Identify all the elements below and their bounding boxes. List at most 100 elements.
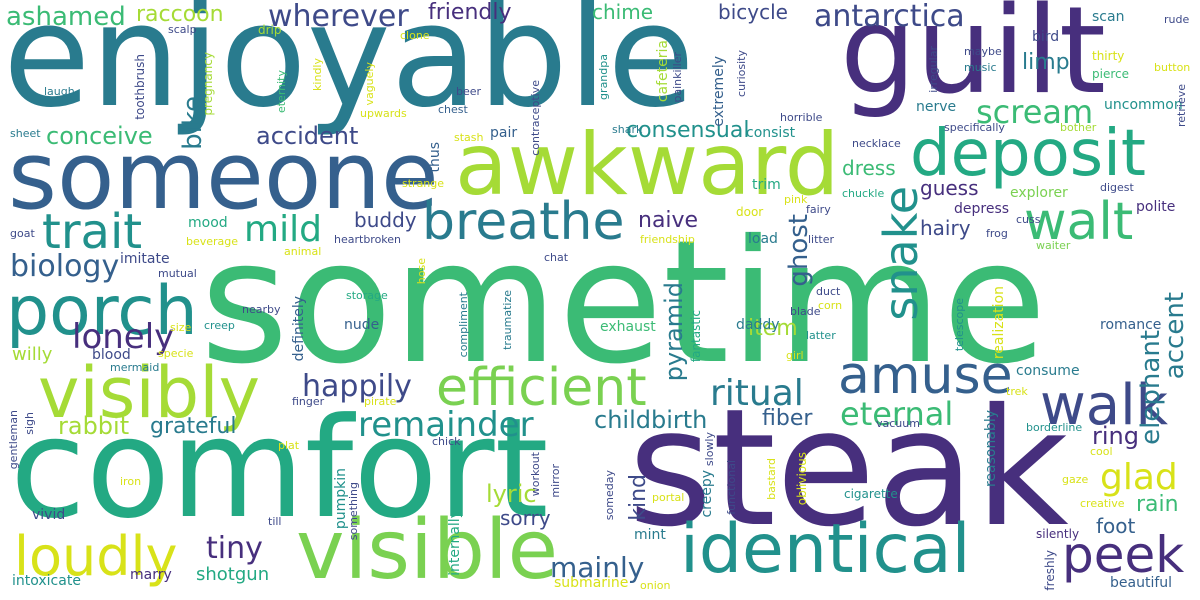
word-stash: stash <box>454 131 484 144</box>
word-polite: polite <box>1136 199 1176 215</box>
word-kindly: kindly <box>311 58 324 91</box>
word-explorer: explorer <box>1010 185 1068 201</box>
word-naive: naive <box>638 208 699 233</box>
word-storage: storage <box>346 289 388 302</box>
word-oblivious: oblivious <box>795 452 809 506</box>
word-goat: goat <box>10 227 35 240</box>
word-duct: duct <box>816 285 841 298</box>
word-size: size <box>170 321 192 334</box>
word-willy: willy <box>12 344 53 365</box>
word-waiter: waiter <box>1036 239 1071 252</box>
word-chick: chick <box>432 435 461 448</box>
word-eternal: eternal <box>840 395 954 433</box>
word-frog: frog <box>986 227 1008 240</box>
word-ritual: ritual <box>710 373 804 414</box>
word-realization: realization <box>991 286 1007 360</box>
word-workout: workout <box>529 452 542 497</box>
word-someday: someday <box>603 470 616 521</box>
word-uncommon: uncommon <box>1104 97 1183 113</box>
word-gentleman: gentleman <box>7 410 20 470</box>
word-chest: chest <box>438 103 468 116</box>
word-walt: walt <box>1024 192 1134 252</box>
word-grandpa: grandpa <box>597 54 610 100</box>
word-pregnancy: pregnancy <box>201 52 215 116</box>
word-rabbit: rabbit <box>58 412 130 440</box>
word-trait: trait <box>42 204 143 260</box>
word-horrible: horrible <box>780 111 823 124</box>
word-biology: biology <box>10 249 120 284</box>
word-lyric: lyric <box>486 480 537 508</box>
word-consist: consist <box>746 125 796 141</box>
word-shotgun: shotgun <box>196 564 270 585</box>
word-retrieve: retrieve <box>1175 84 1188 127</box>
word-beverage: beverage <box>186 235 239 248</box>
word-button: button <box>1154 61 1191 74</box>
word-ghost: ghost <box>784 214 814 287</box>
word-enjoyable: enjoyable <box>3 0 695 139</box>
word-loudly: loudly <box>14 525 178 588</box>
word-tiny: tiny <box>206 531 263 566</box>
word-blade: blade <box>790 305 821 318</box>
word-mermaid: mermaid <box>110 361 160 374</box>
word-sigh: sigh <box>23 412 36 435</box>
word-pink: pink <box>784 193 808 206</box>
word-beer: beer <box>456 85 482 98</box>
word-guilt: guilt <box>840 0 1106 121</box>
word-mirror: mirror <box>549 464 562 498</box>
word-strange: strange <box>402 177 445 190</box>
word-ring: ring <box>1092 422 1139 450</box>
word-fiber: fiber <box>762 406 813 431</box>
word-specie: specie <box>158 347 194 360</box>
word-bicycle: bicycle <box>718 0 788 24</box>
word-efficient: efficient <box>436 358 647 418</box>
word-irregular: irregular <box>927 46 940 93</box>
word-extremely: extremely <box>711 56 727 127</box>
word-painkiller: painkiller <box>671 52 684 103</box>
word-mild: mild <box>244 209 322 250</box>
word-daddy: daddy <box>736 317 780 333</box>
word-freshly: freshly <box>1043 550 1057 591</box>
word-gaze: gaze <box>1062 473 1089 486</box>
word-thirty: thirty <box>1092 49 1125 63</box>
word-chuckle: chuckle <box>842 187 885 200</box>
word-chime: chime <box>592 0 654 24</box>
word-scream: scream <box>976 93 1094 131</box>
word-sometime: sometime <box>200 204 1047 402</box>
word-remainder: remainder <box>358 405 534 445</box>
word-blood: blood <box>92 347 131 363</box>
word-door: door <box>736 205 764 219</box>
word-pumpkin: pumpkin <box>333 468 349 530</box>
word-thus: thus <box>427 142 443 173</box>
word-exhaust: exhaust <box>600 319 656 335</box>
word-load: load <box>748 231 778 247</box>
word-vacuum: vacuum <box>876 417 920 430</box>
word-compliment: compliment <box>457 292 470 358</box>
word-kind: kind <box>626 474 651 521</box>
word-bastard: bastard <box>765 458 778 500</box>
word-digest: digest <box>1100 181 1134 194</box>
word-glad: glad <box>1100 457 1178 498</box>
word-creative: creative <box>1080 497 1125 510</box>
word-plat: plat <box>278 439 300 452</box>
word-item: item <box>748 316 798 341</box>
word-intoxicate: intoxicate <box>12 573 81 589</box>
word-music: music <box>964 61 997 74</box>
word-iron: iron <box>120 475 142 488</box>
word-cuss: cuss <box>1016 213 1041 226</box>
word-porch: porch <box>6 272 198 351</box>
word-beautiful: beautiful <box>1110 575 1173 591</box>
word-clone: clone <box>400 29 430 42</box>
word-dress: dress <box>842 156 896 180</box>
word-depress: depress <box>954 201 1010 217</box>
word-heartbroken: heartbroken <box>334 233 402 246</box>
word-trim: trim <box>752 177 781 193</box>
word-onion: onion <box>640 579 671 592</box>
word-bird: bird <box>1032 29 1060 45</box>
word-upwards: upwards <box>360 107 407 120</box>
word-cafeteria: cafeteria <box>655 40 671 103</box>
word-ashamed: ashamed <box>6 2 126 32</box>
word-mutual: mutual <box>158 267 197 280</box>
word-till: till <box>268 515 282 528</box>
word-raccoon: raccoon <box>136 2 224 27</box>
